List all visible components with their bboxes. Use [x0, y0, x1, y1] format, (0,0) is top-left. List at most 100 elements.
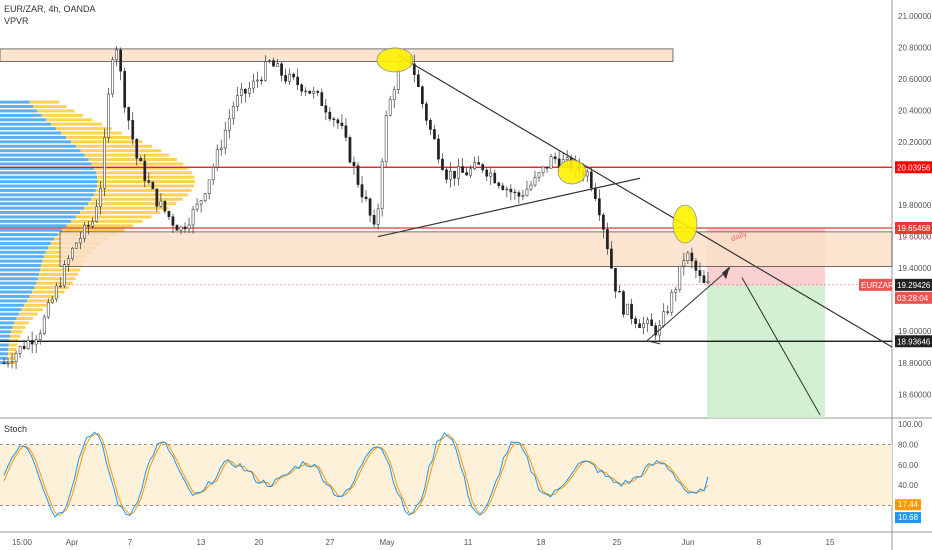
candle-body	[509, 188, 513, 193]
candle-body	[437, 138, 440, 160]
vp-bar-blue	[0, 255, 44, 259]
candle-body	[666, 311, 670, 313]
stoch-k-tag	[895, 499, 921, 511]
candle-body	[521, 195, 525, 197]
time-tick-label: 13	[197, 538, 206, 547]
candle-body	[433, 129, 436, 140]
candle-body	[91, 221, 94, 227]
vp-bar-blue	[0, 259, 43, 263]
candle-body	[288, 73, 291, 82]
vp-bar-yellow	[66, 135, 133, 139]
candle-body	[264, 61, 267, 81]
candle-body	[674, 289, 678, 293]
stoch-k-value: 17.44	[898, 500, 919, 509]
candle-body	[449, 170, 452, 180]
candle-body	[396, 69, 400, 90]
vpvr-legend: VPVR	[4, 16, 29, 26]
candle-body	[553, 156, 557, 160]
candle-body	[549, 156, 553, 169]
vp-bar-blue	[0, 193, 94, 197]
candle-body	[147, 180, 151, 183]
candle-body	[272, 60, 275, 67]
vp-bar-blue	[0, 339, 10, 343]
time-tick-label: 18	[537, 538, 546, 547]
candle-body	[690, 252, 694, 262]
candle-body	[606, 229, 609, 250]
vp-bar-yellow	[21, 308, 43, 312]
price-tick-label: 19.00000	[898, 327, 932, 336]
candle-body	[421, 86, 424, 105]
candle-body	[62, 264, 66, 287]
candle-body	[223, 129, 227, 149]
vp-bar-blue	[0, 250, 46, 254]
vp-bar-yellow	[95, 188, 192, 192]
candle-body	[650, 319, 654, 326]
candle-body	[670, 292, 674, 313]
vp-bar-blue	[0, 127, 56, 131]
price-tick-label: 18.60000	[898, 390, 932, 399]
candle-body	[706, 281, 710, 284]
vp-bar-blue	[0, 197, 92, 201]
candle-body	[352, 161, 356, 166]
vp-bar-blue	[0, 122, 51, 126]
vp-bar-blue	[0, 215, 76, 219]
vp-bar-yellow	[75, 144, 152, 148]
candle-body	[694, 260, 698, 271]
candle-body	[312, 90, 316, 94]
vp-bar-yellow	[41, 113, 84, 117]
vp-bar-blue	[0, 290, 33, 294]
price-tick-label: 20.60000	[898, 75, 932, 84]
vp-bar-blue	[0, 299, 28, 303]
candle-body	[244, 88, 247, 94]
vp-bar-yellow	[71, 219, 143, 223]
candle-body	[42, 316, 46, 334]
candle-body	[320, 92, 324, 106]
price-tick-label: 20.80000	[898, 43, 932, 52]
vp-bar-yellow	[71, 140, 143, 144]
vp-bar-yellow	[18, 312, 38, 316]
descending-trendline	[397, 54, 893, 348]
vp-bar-blue	[0, 325, 13, 329]
candle-body	[477, 162, 481, 165]
vp-bar-yellow	[66, 224, 134, 228]
stoch-k-line	[3, 431, 709, 518]
vp-bar-blue	[0, 140, 72, 144]
candle-body	[276, 63, 279, 67]
candle-body	[175, 225, 179, 231]
vp-bar-blue	[0, 131, 61, 135]
vp-bar-blue	[0, 343, 9, 347]
candle-body	[227, 117, 231, 131]
candle-body	[167, 210, 171, 217]
candle-body	[622, 291, 625, 315]
candle-body	[123, 70, 127, 108]
candle-body	[392, 89, 396, 100]
candle-body	[501, 185, 505, 191]
candle-body	[453, 170, 456, 179]
candle-body	[505, 188, 509, 191]
candle-body	[457, 166, 460, 179]
vp-bar-yellow	[93, 193, 188, 197]
level-tag	[895, 221, 932, 234]
candle-body	[107, 93, 110, 138]
candle-body	[525, 188, 529, 196]
stoch-tick-label: 60.00	[898, 461, 919, 470]
vp-bar-blue	[0, 321, 15, 325]
candle-body	[163, 200, 167, 212]
candle-body	[533, 177, 537, 186]
candle-body	[585, 171, 589, 177]
candle-body	[304, 90, 308, 93]
candle-body	[493, 172, 497, 184]
vp-bar-yellow	[29, 294, 60, 298]
candle-body	[155, 188, 159, 207]
candle-body	[280, 63, 283, 76]
candle-body	[139, 157, 143, 162]
projection-base-line	[646, 340, 661, 345]
vp-bar-blue	[0, 135, 67, 139]
candle-body	[195, 203, 199, 210]
time-tick-label: 7	[128, 538, 133, 547]
candle-body	[634, 318, 637, 324]
candle-body	[252, 80, 255, 89]
candle-body	[473, 162, 477, 170]
candle-body	[131, 120, 135, 140]
